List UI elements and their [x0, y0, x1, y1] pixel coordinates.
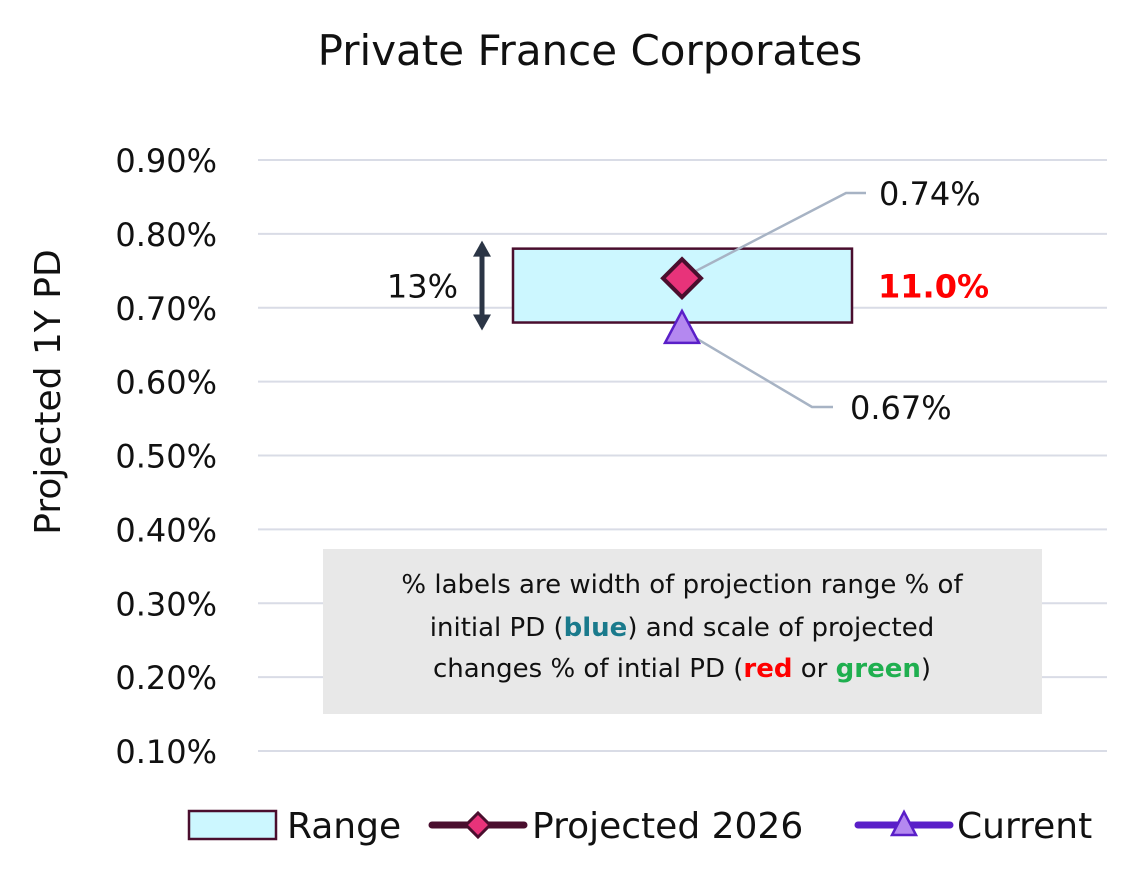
projected-point — [660, 256, 704, 301]
range-arrow-head-up — [473, 240, 491, 257]
y-tick-label: 0.40% — [115, 511, 217, 549]
legend-current-marker — [889, 809, 919, 837]
y-tick-label: 0.70% — [115, 290, 217, 328]
note-red-word: red — [743, 654, 792, 684]
note-line-2-start: initial PD ( — [430, 613, 564, 643]
y-axis-ticks: 0.90% 0.80% 0.70% 0.60% 0.50% 0.40% 0.30% 0.20%… — [115, 142, 217, 771]
note-line-3-end: ) — [921, 654, 931, 684]
note-blue-word: blue — [564, 613, 628, 643]
y-tick-label: 0.60% — [115, 364, 217, 402]
legend-range-swatch — [187, 809, 278, 841]
legend: Range Projected 2026 Current — [187, 806, 1092, 847]
change-label: 11.0% — [878, 268, 989, 306]
legend-range-label: Range — [287, 806, 401, 847]
note-green-word: green — [836, 654, 921, 684]
y-tick-label: 0.50% — [115, 438, 217, 476]
projected-leader-line — [681, 191, 866, 280]
current-point — [662, 308, 702, 345]
note-line-3: changes % of intial PD (red or green) — [433, 654, 931, 684]
y-tick-label: 0.10% — [115, 733, 217, 771]
y-tick-label: 0.90% — [115, 142, 217, 180]
note-line-1: % labels are width of projection range %… — [401, 570, 963, 600]
note-line-3-or: or — [793, 654, 836, 684]
note-line-2: initial PD (blue) and scale of projected — [430, 613, 934, 643]
note-line-2-end: ) and scale of projected — [627, 613, 934, 643]
current-data-label: 0.67% — [850, 389, 952, 427]
y-tick-label: 0.80% — [115, 216, 217, 254]
range-arrow-head-down — [473, 314, 491, 331]
note-line-3-start: changes % of intial PD ( — [433, 654, 743, 684]
legend-projected-marker — [463, 810, 493, 840]
legend-current-label: Current — [957, 806, 1092, 847]
note-line-1-text: % labels are width of projection range %… — [401, 570, 963, 600]
range-width-label: 13% — [387, 268, 458, 306]
note-box: % labels are width of projection range %… — [323, 549, 1042, 714]
chart-title: Private France Corporates — [318, 26, 863, 75]
plot-marks: 13% 11.0% 0.74% 0.67% — [387, 175, 989, 427]
y-axis-label: Projected 1Y PD — [28, 249, 69, 534]
projected-data-label: 0.74% — [879, 175, 981, 213]
current-leader-line — [681, 328, 833, 409]
y-tick-label: 0.30% — [115, 585, 217, 623]
y-tick-label: 0.20% — [115, 659, 217, 697]
legend-projected-label: Projected 2026 — [532, 806, 803, 847]
note-background — [323, 549, 1042, 714]
